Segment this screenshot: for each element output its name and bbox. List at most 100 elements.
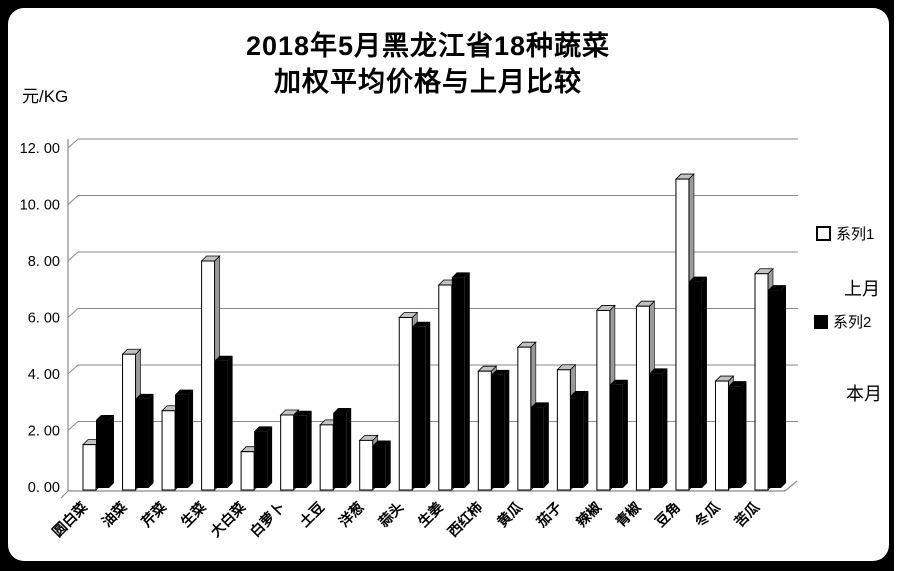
bar-series1-茄子 xyxy=(556,369,571,491)
y-tick-label-2: 2. 00 xyxy=(28,424,60,440)
category-label-黄瓜: 黄瓜 xyxy=(494,499,525,530)
category-label-生姜: 生姜 xyxy=(415,499,446,530)
bar-series2-西红柿 xyxy=(491,374,505,488)
gridline-6 xyxy=(67,308,798,318)
bar-series1-青椒 xyxy=(635,305,650,491)
bar-cap-series2-黄瓜 xyxy=(530,402,549,408)
bar-cap-series2-白萝卜 xyxy=(293,410,312,416)
bar-series1-油菜 xyxy=(122,353,137,491)
bar-series2-苦瓜 xyxy=(768,290,782,488)
bar-cap-series2-辣椒 xyxy=(609,379,628,385)
gridline-10 xyxy=(67,195,798,205)
category-label-土豆: 土豆 xyxy=(296,499,327,530)
bar-side-series2-蒜头 xyxy=(425,321,431,488)
bar-series1-辣椒 xyxy=(596,309,611,491)
bar-series1-蒜头 xyxy=(398,317,413,491)
bar-cap-series2-油菜 xyxy=(135,393,154,399)
chart-plot: 0. 00 2. 00 4. 00 6. 00 8. 00 10. 00 12. 00 圆白菜… xyxy=(20,138,798,540)
bar-series1-西红柿 xyxy=(477,370,492,491)
bar-cap-series2-土豆 xyxy=(333,407,352,413)
bar-side-series2-生姜 xyxy=(464,272,470,488)
bar-series2-油菜 xyxy=(135,398,149,488)
bar-cap-series2-茄子 xyxy=(570,391,589,397)
y-tick-label-12: 12. 00 xyxy=(20,141,60,157)
category-label-蒜头: 蒜头 xyxy=(375,499,406,530)
bar-cap-series2-圆白菜 xyxy=(96,415,114,421)
category-label-油菜: 油菜 xyxy=(99,498,131,530)
bar-series1-土豆 xyxy=(319,424,334,491)
bar-series2-蒜头 xyxy=(412,326,426,488)
bar-cap-series2-青椒 xyxy=(649,368,668,374)
y-axis-unit-label: 元/KG xyxy=(22,87,69,106)
bar-cap-series2-芹菜 xyxy=(175,389,194,395)
bar-side-series2-黄瓜 xyxy=(543,402,549,488)
bar-side-series2-豆角 xyxy=(701,276,707,488)
gridline-12 xyxy=(67,138,798,149)
bar-series2-大白菜 xyxy=(254,431,268,488)
category-label-西红柿: 西红柿 xyxy=(444,499,485,540)
category-label-苦瓜: 苦瓜 xyxy=(731,499,762,530)
category-label-生菜: 生菜 xyxy=(178,498,210,530)
bar-series2-黄瓜 xyxy=(530,407,544,488)
bar-series1-白萝卜 xyxy=(280,414,295,491)
bar-series1-黄瓜 xyxy=(517,346,532,491)
bar-series2-冬瓜 xyxy=(728,386,742,488)
axis-corner-tick xyxy=(60,490,69,499)
bar-series2-豆角 xyxy=(688,281,702,488)
bar-side-series2-辣椒 xyxy=(622,379,628,488)
bar-series2-圆白菜 xyxy=(96,420,109,488)
bar-cap-series2-西红柿 xyxy=(491,369,510,375)
chart-title-line1: 2018年5月黑龙江省18种蔬菜 xyxy=(245,31,611,61)
category-label-圆白菜: 圆白菜 xyxy=(49,498,91,540)
bar-series1-豆角 xyxy=(675,178,690,491)
bar-side-series2-芹菜 xyxy=(188,389,194,488)
bar-series1-生姜 xyxy=(438,284,453,491)
bar-side-series2-苦瓜 xyxy=(781,285,787,488)
category-label-冬瓜: 冬瓜 xyxy=(691,499,722,530)
bar-cap-series2-冬瓜 xyxy=(728,381,747,387)
bar-side-series2-冬瓜 xyxy=(741,381,747,488)
x-axis-floor-line xyxy=(68,480,798,492)
category-label-洋葱: 洋葱 xyxy=(336,499,367,530)
bar-series2-芹菜 xyxy=(175,394,189,488)
bar-cap-series2-生姜 xyxy=(451,272,470,278)
bar-side-series2-白萝卜 xyxy=(306,410,312,488)
bar-side-series2-茄子 xyxy=(583,391,589,488)
y-tick-label-8: 8. 00 xyxy=(28,254,60,270)
chart-title: 2018年5月黑龙江省18种蔬菜 加权平均价格与上月比较 xyxy=(8,28,848,100)
bar-series1-冬瓜 xyxy=(714,380,729,491)
gridline-4 xyxy=(67,364,798,375)
chart-title-line2: 加权平均价格与上月比较 xyxy=(274,67,582,97)
category-label-豆角: 豆角 xyxy=(652,499,683,530)
category-label-茄子: 茄子 xyxy=(533,499,565,531)
bar-cap-series2-生菜 xyxy=(214,355,233,361)
bar-series1-生菜 xyxy=(201,260,216,491)
category-label-白萝卜: 白萝卜 xyxy=(247,499,288,540)
right-edge-strip xyxy=(894,0,898,571)
bar-side-series2-圆白菜 xyxy=(109,415,114,488)
bar-side-series2-油菜 xyxy=(148,393,154,488)
bar-side-series2-生菜 xyxy=(227,355,233,488)
bar-side-series2-西红柿 xyxy=(504,369,510,488)
y-tick-label-4: 4. 00 xyxy=(28,367,60,383)
bar-series1-大白菜 xyxy=(240,451,255,491)
bar-series1-芹菜 xyxy=(161,410,176,491)
bar-side-series2-大白菜 xyxy=(267,426,273,488)
bar-series2-茄子 xyxy=(570,396,584,488)
bar-series1-圆白菜 xyxy=(82,444,97,491)
category-label-芹菜: 芹菜 xyxy=(138,498,170,530)
chart-card: 0. 00 2. 00 4. 00 6. 00 8. 00 10. 00 12. 00 圆白菜… xyxy=(8,8,889,561)
bar-cap-series2-大白菜 xyxy=(254,426,273,432)
bar-cap-series2-蒜头 xyxy=(412,321,431,327)
bar-side-series2-洋葱 xyxy=(385,440,391,488)
bar-series2-青椒 xyxy=(649,373,663,488)
bar-cap-series2-豆角 xyxy=(688,276,707,282)
bar-cap-series2-苦瓜 xyxy=(768,285,787,291)
bar-series2-生姜 xyxy=(451,277,465,488)
y-tick-label-0: 0. 00 xyxy=(28,480,60,496)
bar-series2-白萝卜 xyxy=(293,415,307,488)
gridline-8 xyxy=(67,251,798,262)
category-label-辣椒: 辣椒 xyxy=(573,499,604,530)
bar-series2-生菜 xyxy=(214,360,228,488)
bar-side-series2-土豆 xyxy=(346,407,352,488)
